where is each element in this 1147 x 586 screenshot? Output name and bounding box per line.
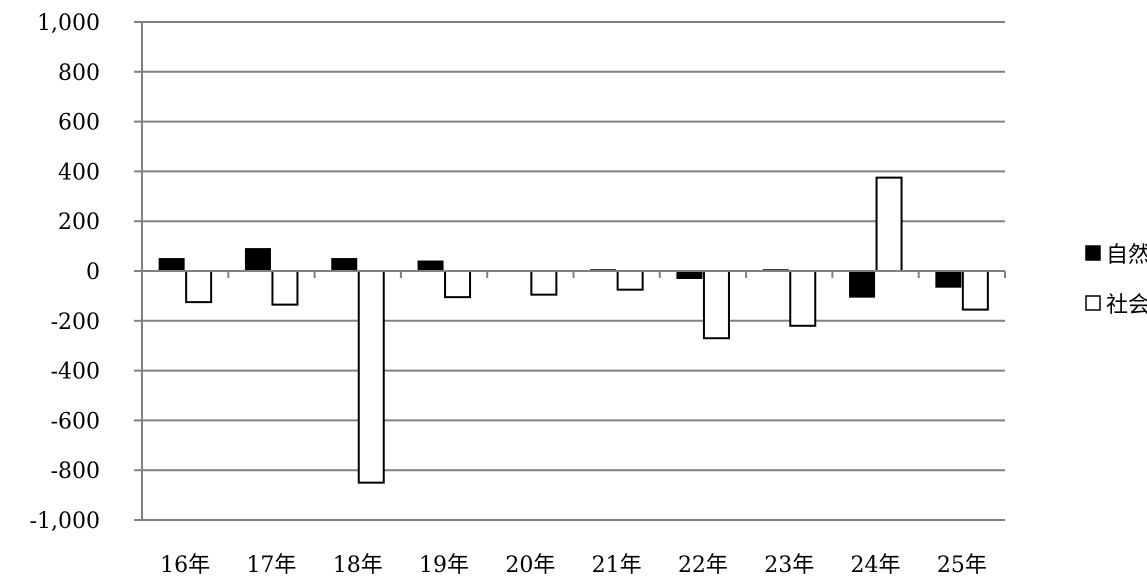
x-category-label: 24年 (851, 553, 901, 578)
x-category-label: 25年 (937, 553, 987, 578)
bars (158, 176, 989, 484)
x-category-label: 16年 (160, 553, 210, 578)
y-tick-label: 200 (58, 210, 100, 235)
y-tick-label: -200 (51, 310, 100, 335)
x-category-label: 17年 (246, 553, 296, 578)
x-category-label: 23年 (764, 553, 814, 578)
bar-social-increase (789, 270, 817, 327)
bar-social-increase (185, 270, 213, 304)
y-tick-label: -1,000 (30, 509, 100, 534)
bar-social-increase (530, 270, 558, 296)
bar-social-increase (616, 270, 644, 291)
legend-label-natural-increase: 自然増 (1106, 243, 1147, 268)
axes (141, 22, 1006, 520)
gridlines (134, 21, 1005, 521)
bar-natural-increase (676, 270, 703, 279)
x-category-label: 22年 (678, 553, 728, 578)
x-axis-tick-labels: 16年 17年 18年 19年 20年 21年 22年 23年 24年 25年 (160, 553, 987, 578)
bar-social-increase (271, 270, 299, 306)
y-tick-label: 1,000 (37, 11, 100, 36)
legend-swatch-social-increase (1085, 295, 1101, 311)
bar-natural-increase (935, 270, 962, 288)
bar-social-increase (444, 270, 472, 299)
y-tick-label: -600 (51, 409, 100, 434)
x-category-label: 19年 (419, 553, 469, 578)
bar-natural-increase (331, 258, 358, 272)
y-tick-label: 800 (58, 61, 100, 86)
bar-natural-increase (849, 270, 876, 298)
y-tick-label: 400 (58, 160, 100, 185)
legend-label-social-increase: 社会増 (1106, 293, 1147, 318)
bar-social-increase (875, 176, 903, 272)
bar-natural-increase (244, 248, 271, 272)
y-tick-label: -800 (51, 459, 100, 484)
x-category-label: 20年 (505, 553, 555, 578)
y-tick-label: 0 (86, 260, 100, 285)
bar-social-increase (702, 270, 730, 340)
bar-social-increase (961, 270, 989, 311)
legend-swatch-natural-increase (1085, 245, 1101, 261)
bar-social-increase (357, 270, 385, 484)
y-axis-tick-labels: 1,000 800 600 400 200 0 -200 -400 -600 -800 -1,000 (30, 11, 100, 534)
x-category-label: 21年 (592, 553, 642, 578)
bar-natural-increase (417, 260, 444, 272)
y-tick-label: -400 (51, 360, 100, 385)
y-tick-label: 600 (58, 111, 100, 136)
bar-natural-increase (158, 258, 185, 272)
x-category-label: 18年 (333, 553, 383, 578)
legend: 自然増 社会増 (1085, 243, 1147, 318)
